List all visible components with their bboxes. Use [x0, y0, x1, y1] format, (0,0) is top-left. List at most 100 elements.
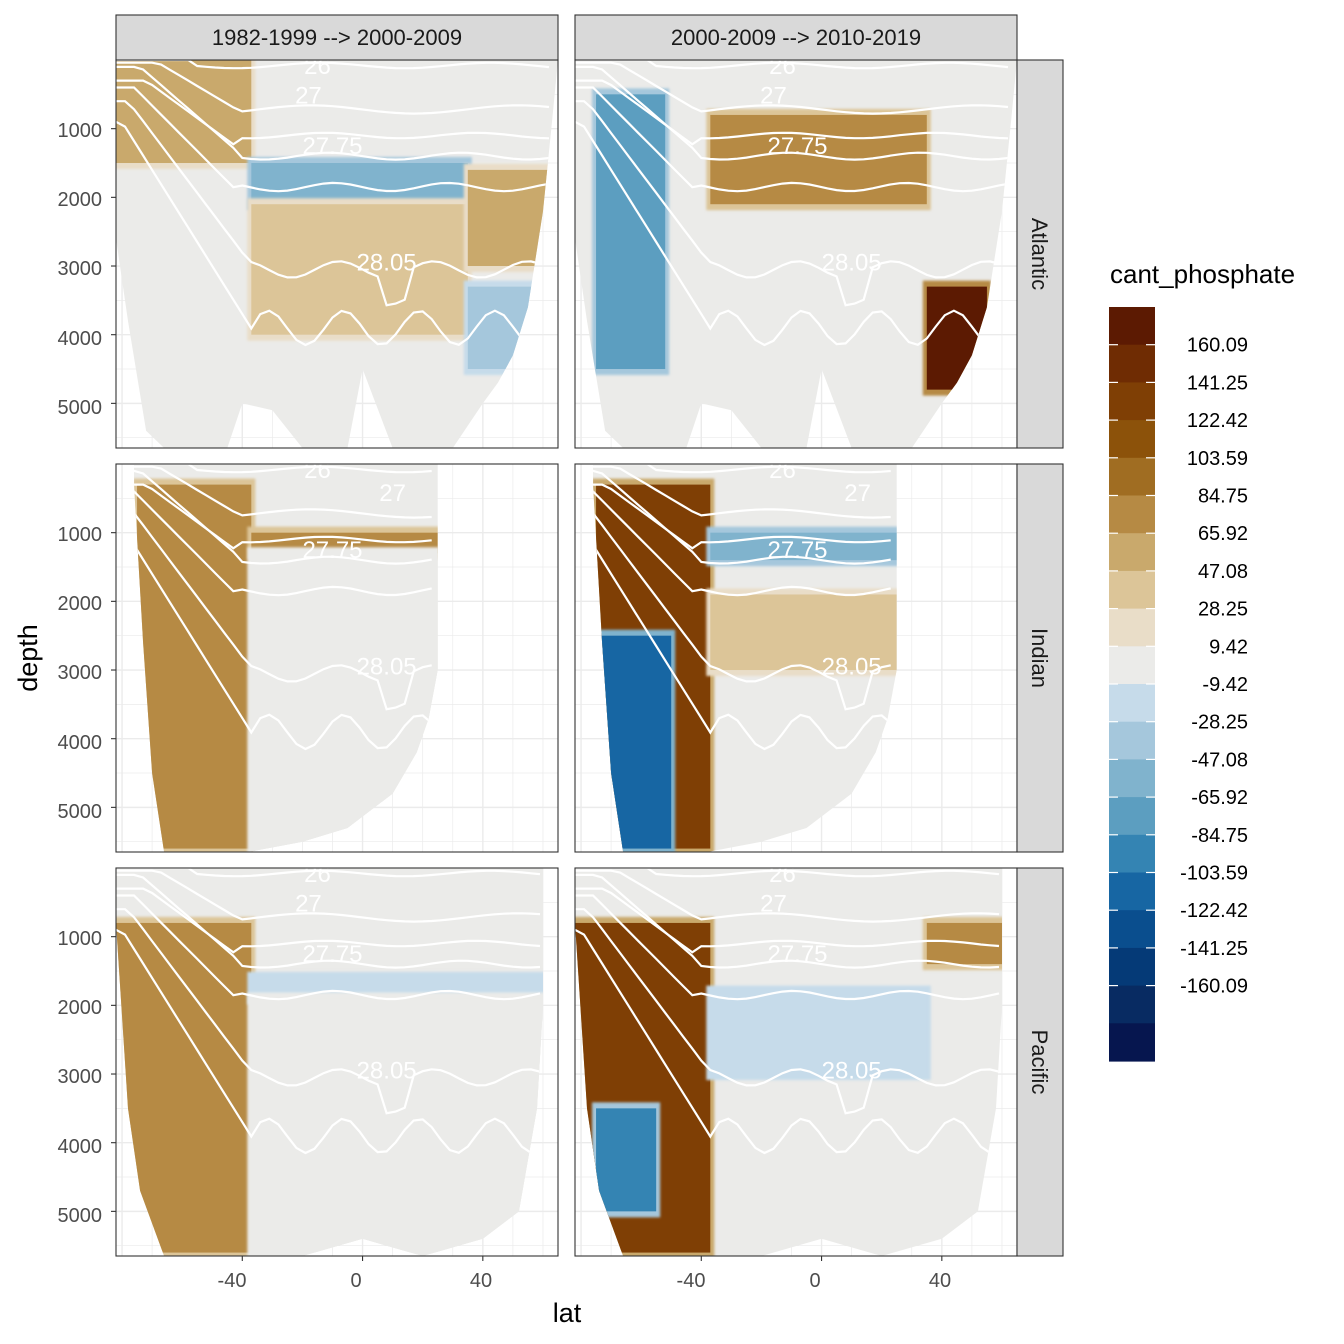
isopycnal-line [575, 908, 1000, 1115]
y-tick-label: 4000 [58, 732, 103, 754]
y-tick-label: 5000 [58, 397, 103, 419]
isopycnal-label: 27 [295, 891, 322, 918]
isopycnal-label: 27 [844, 480, 871, 507]
legend-label: 160.09 [1187, 335, 1248, 357]
y-tick-label: 1000 [58, 120, 103, 142]
facet-panel-pacific-2: 26 27 27.75 28.05 [574, 867, 1018, 1261]
isopycnal-lines [575, 60, 1009, 347]
basin-coverage: 26 27 27.75 28.05 [134, 457, 438, 852]
isopycnal-label: 28.05 [357, 654, 417, 681]
legend-label: 103.59 [1187, 448, 1248, 470]
facet-panel-indian-2: 26 27 27.75 28.05 [574, 457, 1018, 853]
isopycnal-lines [116, 868, 541, 1155]
y-tick-label: 2000 [58, 189, 103, 211]
isopycnal-line [134, 464, 432, 474]
legend-swatch [1109, 985, 1155, 1024]
x-tick-label: 0 [809, 1270, 820, 1292]
isopycnal-label: 27.75 [767, 133, 827, 160]
isopycnal-label: 26 [769, 457, 796, 484]
legend-swatch [1109, 533, 1155, 572]
legend-swatch [1109, 608, 1155, 647]
isopycnal-line [575, 894, 1000, 1001]
legend-label: -160.09 [1180, 976, 1248, 998]
isopycnal-label: 27 [379, 480, 406, 507]
panel-field: 26 27 27.75 28.05 [575, 60, 1017, 448]
y-tick-label: 3000 [58, 1066, 103, 1088]
isopycnal-line [116, 65, 550, 161]
legend-label: 84.75 [1198, 486, 1248, 508]
isopycnal-label: 27.75 [767, 537, 827, 564]
basin-coverage: 26 27 27.75 28.05 [116, 861, 543, 1256]
legend-swatch [1109, 495, 1155, 534]
panel-field: 26 27 27.75 28.05 [116, 861, 543, 1256]
legend-swatch [1109, 570, 1155, 610]
panel-field: 26 27 27.75 28.05 [575, 868, 1002, 1256]
column-strip-2: 2000-2009 --> 2010-2019 [574, 14, 1018, 61]
legend-colorbar [1109, 307, 1155, 1062]
isopycnal-line [116, 873, 541, 969]
legend-swatch [1109, 344, 1155, 383]
anomaly-zone [596, 1108, 657, 1212]
isopycnal-label: 26 [304, 861, 331, 888]
legend-swatch [1109, 457, 1155, 497]
row-strip-indian: Indian [1016, 463, 1064, 853]
isopycnal-line [575, 79, 1009, 146]
isopycnal-line [575, 86, 1009, 193]
isopycnal-line [593, 504, 891, 711]
isopycnal-label: 28.05 [822, 654, 882, 681]
panel-border [115, 867, 559, 1257]
isopycnal-line [116, 120, 550, 347]
isopycnal-line [134, 465, 432, 519]
column-strip-1: 1982-1999 --> 2000-2009 [115, 14, 559, 61]
column-strip-label-2: 2000-2009 --> 2010-2019 [671, 25, 921, 50]
legend-swatch [1109, 947, 1155, 987]
isopycnal-line [116, 928, 541, 1155]
isopycnal-label: 26 [304, 457, 331, 484]
legend-swatch [1109, 834, 1155, 874]
column-strip-label-1: 1982-1999 --> 2000-2009 [212, 25, 462, 50]
legend-label: -122.42 [1180, 900, 1248, 922]
isopycnal-line [593, 483, 891, 550]
isopycnal-lines [593, 464, 892, 751]
isopycnal-line [593, 464, 891, 474]
basin-coverage: 26 27 27.75 28.05 [116, 60, 558, 448]
panel-field: 26 27 27.75 28.05 [116, 60, 558, 448]
isopycnal-label: 28.05 [822, 1058, 882, 1085]
isopycnal-line [116, 61, 550, 115]
y-tick-label: 1000 [58, 524, 103, 546]
facet-panel-indian-1: 26 27 27.75 28.05 [111, 457, 559, 853]
anomaly-zone [710, 114, 927, 205]
y-tick-label: 2000 [58, 593, 103, 615]
isopycnal-label: 27 [760, 83, 787, 110]
y-tick-label: 1000 [58, 928, 103, 950]
legend-swatch [1109, 872, 1155, 911]
isopycnal-line [134, 490, 432, 597]
anomaly-zone [137, 484, 252, 849]
legend-label: 9.42 [1209, 636, 1248, 658]
isopycnal-line [134, 483, 432, 550]
legend-label: 122.42 [1187, 410, 1248, 432]
isopycnal-line [575, 61, 1009, 115]
anomaly-zone [596, 94, 666, 370]
legend-label: 141.25 [1187, 372, 1248, 394]
panel-border [115, 463, 559, 853]
legend-label: 65.92 [1198, 523, 1248, 545]
isopycnal-line [116, 86, 550, 193]
y-tick-label: 5000 [58, 1205, 103, 1227]
isopycnal-line [593, 469, 891, 565]
anomaly-zone [251, 204, 468, 335]
legend-label: 47.08 [1198, 561, 1248, 583]
isopycnal-line [575, 869, 1000, 923]
isopycnal-label: 27 [295, 83, 322, 110]
isopycnal-line [116, 79, 550, 146]
legend-label: -47.08 [1191, 749, 1248, 771]
legend-swatch [1109, 420, 1155, 459]
isopycnal-line [134, 524, 433, 751]
x-tick-label: -40 [218, 1270, 247, 1292]
isopycnal-line [575, 120, 1009, 347]
y-tick-label: 4000 [58, 1136, 103, 1158]
x-tick-label: 40 [470, 1270, 492, 1292]
isopycnal-line [575, 868, 1000, 878]
isopycnal-lines [116, 60, 550, 347]
isopycnal-line [593, 490, 891, 597]
